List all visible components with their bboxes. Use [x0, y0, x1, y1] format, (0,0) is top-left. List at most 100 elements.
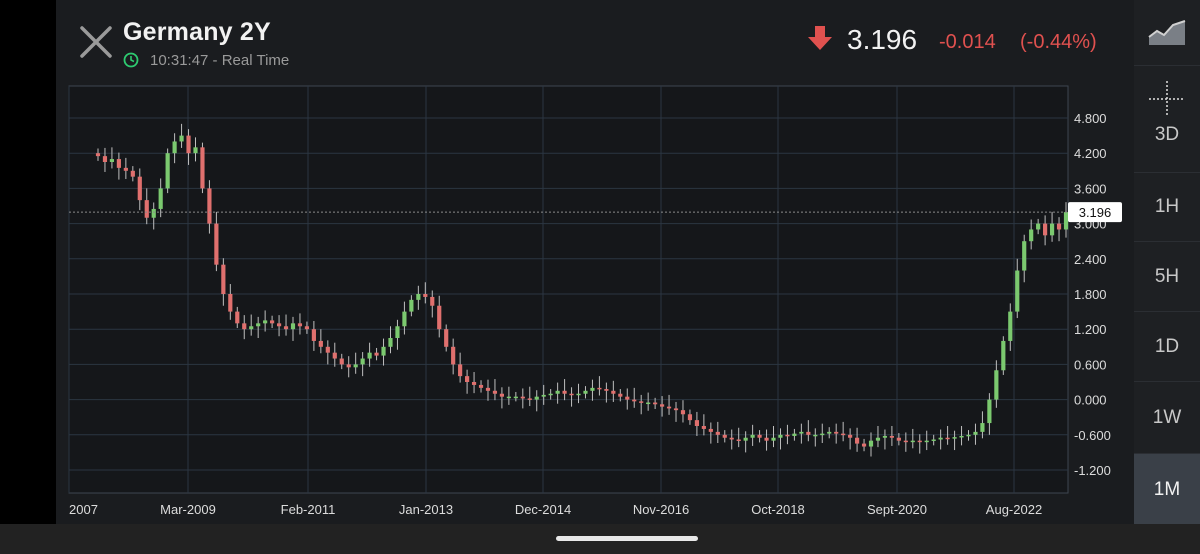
candle-body [861, 443, 867, 447]
candle-body [158, 188, 163, 209]
x-tick-label: Dec-2014 [515, 502, 571, 517]
candle-body [1029, 229, 1034, 242]
candle-body [416, 294, 421, 300]
candle-body [144, 200, 149, 218]
candle-body [834, 431, 839, 434]
candle-body [374, 352, 379, 356]
candle-body [701, 426, 706, 429]
candle-body [451, 346, 456, 365]
candle-body [854, 437, 860, 444]
candle-body [513, 396, 518, 399]
instrument-title: Germany 2Y [123, 18, 271, 46]
x-tick-label: Mar-2009 [160, 502, 216, 517]
area-chart-button[interactable] [1134, 0, 1200, 64]
candle-body [165, 153, 170, 189]
timeframe-5h-label: 5H [1154, 265, 1180, 287]
timeframe-1d-label: 1D [1154, 335, 1180, 357]
candle-body [799, 431, 804, 434]
candle-body [430, 296, 435, 306]
left-edge [0, 0, 56, 554]
y-tick-label: 1.800 [1074, 287, 1107, 302]
y-tick-label: -1.200 [1074, 463, 1111, 478]
candle-body [109, 159, 115, 162]
timeframe-1d[interactable]: 1D [1134, 311, 1200, 381]
candle-body [966, 434, 971, 437]
candle-body [207, 188, 212, 224]
candle-body [395, 326, 400, 338]
candle-body [1056, 223, 1062, 230]
timeframe-toolbar: 3D 1H 5H 1D 1W 1M [1134, 0, 1200, 525]
candle-body [437, 305, 442, 330]
candle-body [423, 294, 428, 297]
candle-body [228, 294, 233, 312]
candle-body [896, 437, 901, 441]
arrow-down-icon [808, 26, 832, 50]
candle-body [235, 311, 240, 324]
candle-body [346, 364, 351, 368]
timeframe-3d-label: 3D [1154, 124, 1180, 145]
crosshair-icon [1149, 81, 1185, 117]
candle-body [597, 387, 602, 390]
x-tick-label: Oct-2018 [751, 502, 804, 517]
candle-body [506, 396, 511, 399]
candle-body [193, 147, 198, 154]
candle-body [778, 434, 783, 438]
y-tick-label: 4.200 [1074, 146, 1107, 161]
candle-body [304, 326, 310, 330]
close-icon[interactable] [78, 24, 114, 60]
candle-body [583, 390, 588, 394]
candle-body [708, 428, 713, 432]
candle-body [492, 390, 498, 394]
candle-body [590, 387, 595, 391]
candle-body [367, 352, 372, 359]
timeframe-1m-label: 1M [1153, 478, 1181, 500]
candle-body [611, 390, 616, 394]
candle-body [820, 433, 825, 436]
candle-body [750, 434, 755, 438]
candle-body [548, 393, 553, 396]
candle-body [276, 323, 282, 327]
candle-body [485, 387, 491, 391]
plot-area [68, 85, 1069, 494]
candle-body [1063, 212, 1069, 230]
price-chart[interactable]: 4.8004.2003.6003.0002.4001.8001.2000.600… [56, 0, 1134, 524]
timeframe-3d[interactable]: 3D [1134, 120, 1200, 160]
candle-body [137, 176, 142, 201]
candle-body [771, 437, 776, 441]
candle-body [743, 437, 748, 441]
candle-body [882, 435, 888, 438]
candle-body [973, 431, 978, 435]
candle-body [903, 440, 908, 443]
candle-body [868, 440, 874, 447]
timeframe-1h[interactable]: 1H [1134, 172, 1200, 241]
candle-body [555, 390, 560, 394]
candle-body [806, 431, 811, 435]
home-gesture-bar[interactable] [556, 536, 698, 541]
system-nav-bar [0, 524, 1200, 554]
candle-body [827, 431, 832, 434]
crosshair-button[interactable] [1134, 65, 1200, 132]
candle-body [757, 434, 762, 438]
candle-body [625, 396, 630, 400]
candle-body [646, 402, 651, 405]
x-tick-label: Feb-2011 [281, 502, 336, 517]
y-tick-label: -0.600 [1074, 428, 1111, 443]
candle-body [179, 135, 184, 142]
candle-body [841, 433, 846, 436]
y-tick-label: 2.400 [1074, 252, 1107, 267]
candle-body [813, 434, 818, 437]
candle-body [297, 323, 303, 327]
candle-body [659, 404, 665, 407]
candle-body [541, 394, 546, 397]
candle-body [318, 340, 323, 347]
candle-body [764, 437, 769, 441]
candle-body [1036, 223, 1041, 230]
candle-body [534, 396, 539, 400]
timeframe-1m[interactable]: 1M [1134, 453, 1200, 525]
timeframe-5h[interactable]: 5H [1134, 241, 1200, 311]
candle-body [95, 153, 101, 157]
candle-body [290, 323, 296, 330]
candle-body [130, 170, 135, 177]
timeframe-1w[interactable]: 1W [1134, 381, 1200, 453]
candle-body [102, 156, 108, 162]
